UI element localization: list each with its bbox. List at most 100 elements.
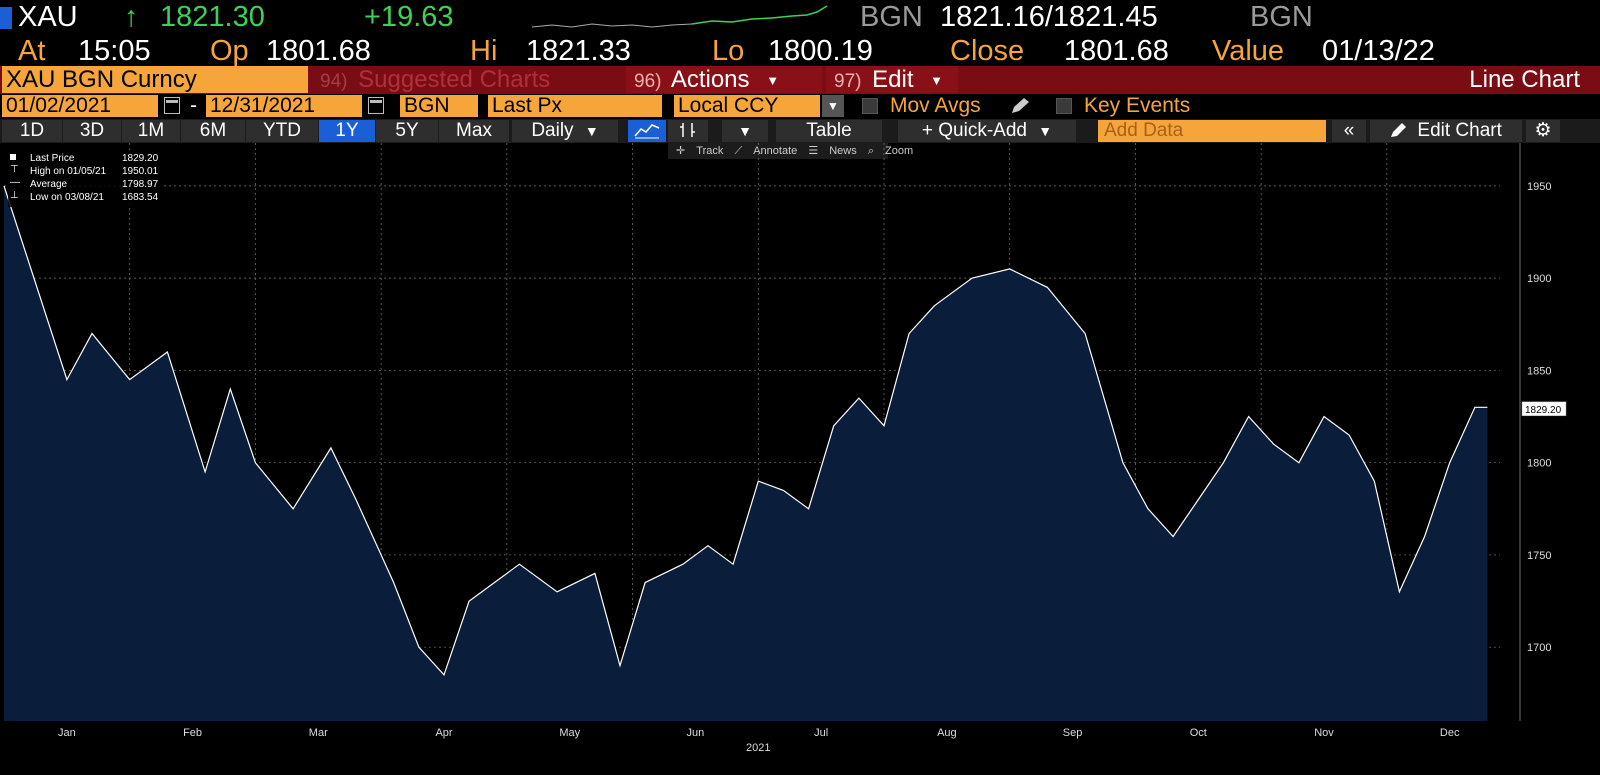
calendar-icon[interactable]: [164, 97, 180, 114]
low-value: 1800.19: [768, 35, 873, 67]
last-price-tag-text: 1829.20: [1525, 405, 1562, 416]
end-date-field[interactable]: 12/31/2021: [206, 95, 362, 117]
chevron-down-icon: ▼: [930, 73, 944, 89]
y-tick-label: 1850: [1527, 365, 1551, 377]
gear-icon[interactable]: ⚙: [1526, 120, 1560, 142]
edit-chart-label: Edit Chart: [1417, 120, 1502, 141]
last-price: 1821.30: [160, 1, 265, 33]
up-arrow-icon: ↑: [124, 1, 139, 33]
x-tick-label: Jul: [814, 727, 828, 739]
chart-type-label: Line Chart: [1469, 66, 1580, 93]
x-tick-label: Jun: [687, 727, 705, 739]
range-1y-button[interactable]: 1Y: [319, 120, 375, 142]
source-field[interactable]: BGN: [400, 95, 478, 117]
low-label: Lo: [712, 35, 745, 67]
x-tick-label: Feb: [183, 727, 202, 739]
legend-average-value: 1798.97: [122, 179, 159, 190]
chevron-down-icon[interactable]: ▼: [822, 95, 844, 117]
add-data-input[interactable]: Add Data: [1098, 120, 1326, 142]
legend-high-value: 1950.01: [122, 166, 159, 177]
zoom-tool[interactable]: ⌕ Zoom: [867, 145, 914, 157]
quick-add-label: + Quick-Add: [921, 120, 1027, 141]
date-range-dash: -: [190, 94, 197, 117]
calendar-icon[interactable]: [368, 97, 384, 114]
x-tick-label: Mar: [309, 727, 328, 739]
pencil-icon: [1391, 123, 1407, 137]
edit-chart-button[interactable]: Edit Chart: [1370, 120, 1522, 142]
pencil-icon[interactable]: [1010, 97, 1032, 115]
chart-legend: ⊤ — ⊥ Last Price 1829.20 High on 01/05/2…: [8, 151, 164, 207]
news-tool[interactable]: ☰ News: [808, 145, 857, 157]
range-3d-button[interactable]: 3D: [63, 120, 121, 142]
key-events-label: Key Events: [1084, 94, 1191, 117]
high-marker-icon: ⊤: [10, 164, 19, 175]
quick-add-button[interactable]: + Quick-Add ▼: [898, 120, 1076, 142]
line-chart-icon[interactable]: [628, 120, 666, 142]
edit-label: Edit: [872, 66, 914, 93]
suggested-charts-label: Suggested Charts: [358, 66, 551, 93]
suggested-charts-button[interactable]: 94) Suggested Charts: [312, 66, 622, 93]
price-chart[interactable]: 1700 1750 1800 1850 1900 1950 Jan Feb Mar Apr May…: [0, 143, 1600, 775]
ask-source: BGN: [1250, 1, 1313, 33]
security-field[interactable]: XAU BGN Curncy: [2, 66, 308, 93]
y-axis: 1700 1750 1800 1850 1900 1950: [1519, 143, 1551, 721]
range-6m-button[interactable]: 6M: [181, 120, 245, 142]
bid-ask: 1821.16/1821.45: [940, 1, 1158, 33]
annotate-tool[interactable]: ⟋ Annotate: [734, 145, 798, 157]
x-tick-label: Dec: [1440, 727, 1460, 739]
y-tick-label: 1700: [1527, 642, 1551, 654]
currency-select[interactable]: Local CCY: [674, 95, 820, 117]
chart-settings: 01/02/2021 - 12/31/2021 BGN Last Px Loca…: [0, 95, 1600, 119]
x-tick-label: Jan: [58, 727, 76, 739]
chevron-down-icon: ▼: [1038, 123, 1053, 139]
actions-menu[interactable]: 96) Actions ▼: [626, 66, 822, 93]
track-tool[interactable]: ✛ Track: [676, 145, 724, 157]
y-tick-label: 1800: [1527, 458, 1551, 470]
range-ytd-button[interactable]: YTD: [246, 120, 318, 142]
mov-avgs-checkbox[interactable]: [862, 98, 878, 114]
ticker-symbol: XAU: [18, 1, 78, 33]
frequency-label: Daily: [531, 120, 574, 141]
legend-last-label: Last Price: [30, 153, 75, 164]
edit-menu[interactable]: 97) Edit ▼: [826, 66, 958, 93]
actions-number: 96): [634, 71, 662, 92]
chart-style-dropdown[interactable]: ▼: [722, 120, 768, 142]
annotate-label: Annotate: [753, 145, 798, 157]
news-label: News: [829, 145, 857, 157]
menu-bar: XAU BGN Curncy 94) Suggested Charts 96) …: [0, 66, 1600, 94]
legend-low-value: 1683.54: [122, 192, 159, 203]
value-date: 01/13/22: [1322, 35, 1435, 67]
chevron-down-icon: ▼: [738, 123, 752, 139]
table-button[interactable]: Table: [776, 120, 882, 142]
quote-line-1: XAU ↑ 1821.30 +19.63 BGN 1821.16/1821.45…: [0, 0, 1600, 34]
year-label: 2021: [746, 742, 770, 754]
y-tick-label: 1750: [1527, 550, 1551, 562]
collapse-left-icon[interactable]: «: [1332, 120, 1366, 142]
last-price-tag: 1829.20: [1521, 401, 1567, 417]
start-date-field[interactable]: 01/02/2021: [2, 95, 158, 117]
bid-source: BGN: [860, 1, 923, 33]
chevron-down-icon: ▼: [766, 73, 780, 89]
x-tick-label: May: [559, 727, 580, 739]
y-tick-label: 1950: [1527, 181, 1551, 193]
bar-chart-icon[interactable]: [668, 120, 708, 142]
legend-average-label: Average: [30, 179, 68, 190]
zoom-label: Zoom: [885, 145, 914, 157]
open-value: 1801.68: [266, 35, 371, 67]
legend-high-label: High on 01/05/21: [30, 166, 107, 177]
price-area: [4, 185, 1488, 721]
suggested-charts-number: 94): [320, 71, 348, 92]
open-label: Op: [210, 35, 249, 67]
at-time: 15:05: [78, 35, 151, 67]
x-tick-label: Oct: [1190, 727, 1207, 739]
range-1d-button[interactable]: 1D: [2, 120, 62, 142]
range-max-button[interactable]: Max: [439, 120, 509, 142]
frequency-select[interactable]: Daily ▼: [512, 120, 618, 142]
price-field-select[interactable]: Last Px: [488, 95, 662, 117]
range-5y-button[interactable]: 5Y: [376, 120, 438, 142]
key-events-checkbox[interactable]: [1056, 98, 1072, 114]
close-value: 1801.68: [1064, 35, 1169, 67]
legend-low-label: Low on 03/08/21: [30, 192, 104, 203]
range-1m-button[interactable]: 1M: [122, 120, 180, 142]
at-label: At: [18, 35, 46, 67]
